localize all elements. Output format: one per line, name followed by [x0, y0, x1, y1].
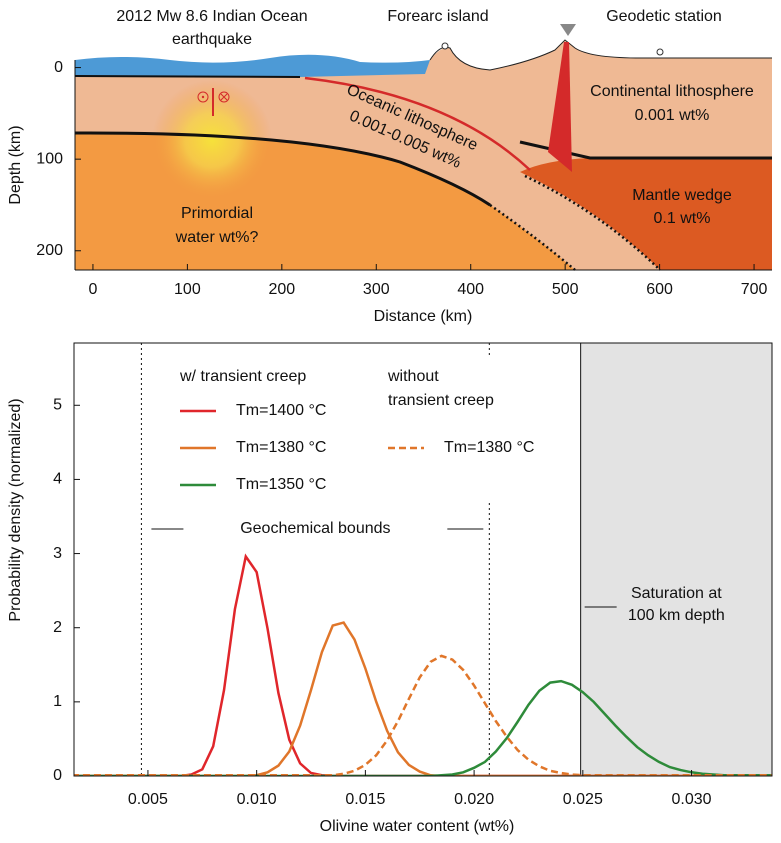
lithosphere-base	[74, 131, 491, 207]
x-tick-label: 0.020	[454, 791, 494, 808]
annotation: earthquake	[172, 31, 252, 48]
y-tick-label: 1	[53, 693, 62, 710]
annotation: Geodetic station	[606, 8, 722, 25]
y-tick-label: 100	[36, 150, 63, 167]
x-tick-label: 300	[363, 281, 390, 298]
plot-frame	[73, 342, 773, 777]
density-curve	[74, 621, 772, 776]
annotation: Continental lithosphere	[590, 83, 754, 100]
x-axis-title: Distance (km)	[374, 308, 473, 325]
annotation: Mantle wedge	[632, 187, 732, 204]
ocean	[75, 54, 430, 77]
y-tick-label: 200	[36, 242, 63, 259]
annotation: Primordial	[181, 205, 253, 222]
x-tick-label: 100	[174, 281, 201, 298]
slip-in	[218, 91, 230, 103]
x-tick-label: 600	[646, 281, 673, 298]
legend-label: Tm=1350 °C	[236, 476, 326, 493]
saturation-region	[580, 343, 772, 776]
annotation: 0.001 wt%	[635, 107, 710, 124]
bounds-label: Geochemical bounds	[240, 520, 390, 537]
y-tick-label: 4	[53, 471, 62, 488]
slab-top	[304, 76, 531, 171]
x-tick-label: 700	[741, 281, 768, 298]
slip-in-cross	[220, 93, 228, 101]
annotation: 2012 Mw 8.6 Indian Ocean	[116, 8, 307, 25]
x-tick-label: 400	[457, 281, 484, 298]
x-tick-label: 0.030	[672, 791, 712, 808]
x-axis-title: Olivine water content (wt%)	[320, 818, 515, 835]
x-tick-label: 0	[88, 281, 97, 298]
x-tick-label: 0.005	[128, 791, 168, 808]
legend-title: w/ transient creep	[179, 368, 306, 385]
y-tick-label: 5	[53, 396, 62, 413]
y-tick-label: 0	[53, 767, 62, 784]
legend-title: without	[387, 368, 439, 385]
annotation: 0.1 wt%	[654, 210, 711, 227]
x-tick-label: 0.010	[237, 791, 277, 808]
legend-title: transient creep	[388, 392, 494, 409]
y-axis-title: Probability density (normalized)	[7, 398, 24, 621]
density-curve	[74, 654, 772, 776]
y-tick-label: 3	[53, 545, 62, 562]
legend-label: Tm=1380 °C	[236, 439, 326, 456]
annotation: Forearc island	[387, 8, 488, 25]
x-tick-label: 0.025	[563, 791, 603, 808]
volcano-spike	[548, 42, 572, 172]
density-chart: Olivine water content (wt%) Probability …	[7, 342, 773, 835]
station-icon	[441, 42, 449, 50]
continental-base	[519, 140, 772, 160]
station-icon	[656, 48, 664, 56]
y-tick-label: 0	[54, 59, 63, 76]
saturation-label: Saturation at	[631, 585, 722, 602]
density-curve	[74, 679, 772, 776]
volcano-plume	[560, 24, 576, 36]
seafloor	[74, 75, 301, 78]
slip-out-dot	[201, 95, 205, 99]
legend-label: Tm=1400 °C	[236, 402, 326, 419]
y-axis-title: Depth (km)	[7, 125, 24, 204]
legend-label: Tm=1380 °C	[444, 439, 534, 456]
x-tick-label: 200	[268, 281, 295, 298]
annotation: water wt%?	[175, 229, 259, 246]
saturation-label: 100 km depth	[628, 607, 725, 624]
slip-out	[197, 91, 209, 103]
x-tick-label: 500	[552, 281, 579, 298]
legend-box	[152, 358, 566, 502]
water-glow	[152, 80, 272, 200]
cross-section: 2012 Mw 8.6 Indian Ocean earthquake Fore…	[7, 8, 772, 325]
y-tick-label: 2	[53, 619, 62, 636]
lithosphere-base-inferred	[489, 203, 576, 271]
slab-base-inferred	[524, 174, 661, 271]
mantle-wedge	[520, 158, 772, 270]
x-tick-label: 0.015	[345, 791, 385, 808]
